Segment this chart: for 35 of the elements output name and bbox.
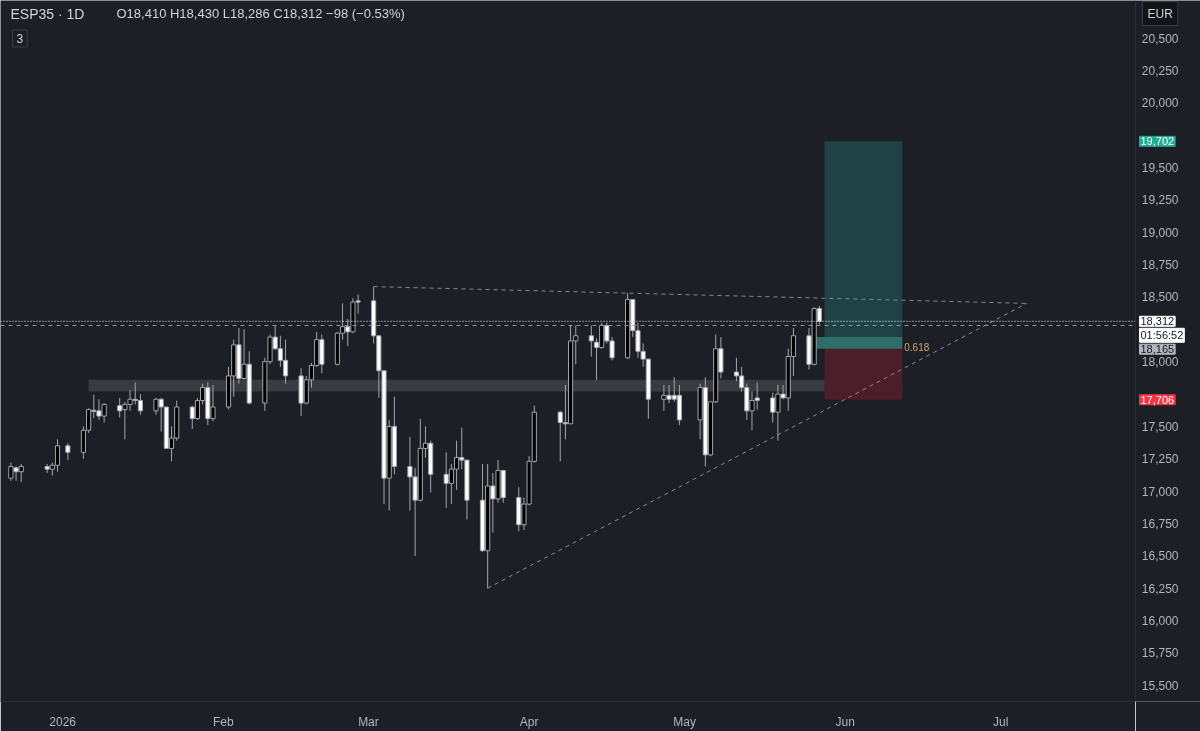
text: 18,165 [1140,343,1175,356]
text: 19,702 [1140,135,1175,148]
chart-subtitle: O18,410 H18,430 L18,286 C18,312 −98 (−0.53%) [116,6,405,21]
ref-line-label: 18,312 [1140,315,1175,328]
y-tick-label: 15,500 [1141,678,1179,693]
y-tick-label: 16,500 [1141,549,1179,564]
annotation: 0.618 [904,342,930,354]
y-tick-label: 17,500 [1141,419,1179,434]
y-tick-label: 18,750 [1141,258,1179,273]
x-tick-label: May [673,714,696,729]
y-axis-title: EUR [1147,6,1174,21]
y-tick-label: 19,000 [1141,225,1179,240]
y-tick-label: 17,250 [1141,452,1179,467]
y-tick-label: 20,500 [1141,31,1179,46]
x-tick-label: Jun [835,714,855,729]
y-tick-label: 18,000 [1141,355,1179,370]
x-tick-label: Mar [358,714,379,729]
y-tick-label: 19,500 [1141,161,1179,175]
y-tick-label: 16,000 [1141,614,1179,629]
y-tick-label: 16,750 [1141,517,1179,531]
x-tick-label: Feb [213,714,235,729]
x-tick-label: Apr [519,714,539,729]
annotation: 3 [16,32,24,46]
y-tick-label: 16,250 [1141,581,1179,596]
annotation: 01:56:52 [1140,329,1184,342]
y-tick-label: 17,000 [1141,484,1179,499]
y-tick-label: 19,250 [1141,193,1179,208]
y-tick-label: 18,500 [1141,290,1179,305]
y-tick-label: 20,250 [1141,63,1179,78]
text: 17,706 [1140,393,1175,406]
y-tick-label: 20,000 [1141,96,1179,111]
x-tick-label: 2026 [49,714,77,729]
chart-title: ESP35 · 1D [10,5,85,22]
y-tick-label: 15,750 [1141,646,1179,661]
x-tick-label: Jul [993,714,1009,729]
